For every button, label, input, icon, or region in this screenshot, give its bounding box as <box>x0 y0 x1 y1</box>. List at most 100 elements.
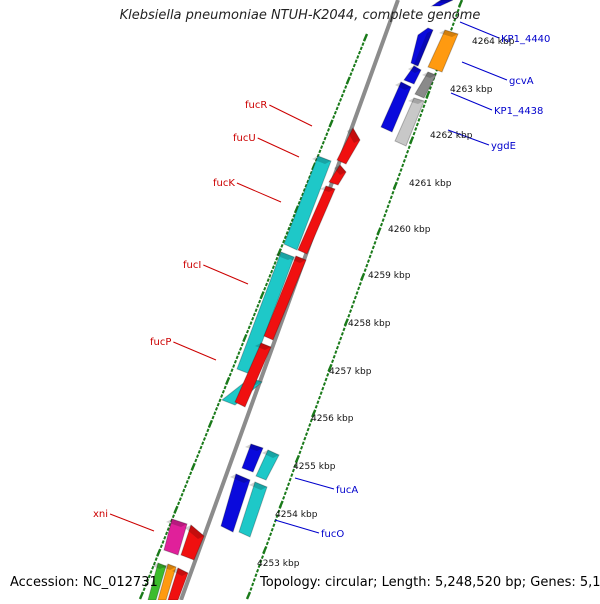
gene-ygde <box>394 97 425 147</box>
scale-tick <box>354 59 358 64</box>
scale-tick <box>252 577 256 582</box>
gene-fucp-red <box>234 342 272 408</box>
scale-tick <box>355 291 359 295</box>
scale-tick <box>256 304 260 308</box>
gene-xni-shade <box>166 519 187 527</box>
scale-tick <box>257 564 261 569</box>
leader-line <box>269 104 313 127</box>
scale-tick <box>297 201 301 205</box>
scale-tick <box>259 295 263 300</box>
scale-tick <box>164 531 169 536</box>
scale-tick <box>419 113 423 118</box>
gene-ygde-shade <box>408 98 424 104</box>
gene-label: ygdE <box>491 141 516 152</box>
leader-line <box>173 341 217 361</box>
scale-tick <box>414 127 418 131</box>
scale-tick <box>311 414 315 418</box>
scale-tick <box>347 313 351 318</box>
scale-label: 4254 kbp <box>275 510 318 520</box>
scale-tick <box>194 458 198 463</box>
gene-label: KP1_4440 <box>501 34 550 45</box>
scale-tick <box>308 175 312 180</box>
scale-tick <box>249 321 253 325</box>
scale-tick <box>311 166 315 171</box>
leader-line <box>203 264 249 285</box>
scale-tick <box>280 243 284 248</box>
scale-tick <box>323 136 327 141</box>
gene-small-blue-shade <box>408 66 421 73</box>
scale-tick <box>144 583 148 587</box>
scale-tick <box>182 488 186 493</box>
gene-fuck-red <box>297 185 336 255</box>
scale-tick <box>366 259 370 263</box>
scale-tick <box>211 415 215 420</box>
scale-tick <box>251 316 255 321</box>
scale-tick <box>216 402 220 407</box>
scale-tick <box>252 312 256 317</box>
gene-fuci-red-shade <box>290 256 306 263</box>
scale-tick <box>142 587 146 592</box>
gene-kp1-4438 <box>414 71 437 99</box>
scale-tick <box>342 89 346 94</box>
scale-tick <box>245 329 250 334</box>
scale-tick <box>146 578 150 583</box>
scale-tick <box>397 172 401 177</box>
scale-label: 4255 kbp <box>293 462 336 472</box>
scale-tick <box>327 368 331 373</box>
scale-tick <box>309 418 313 423</box>
scale-tick <box>363 37 367 42</box>
scale-tick <box>147 574 151 579</box>
scale-tick <box>386 204 390 209</box>
scale-tick <box>300 445 304 450</box>
leader-line <box>461 61 508 81</box>
scale-tick <box>269 532 273 537</box>
gene-fuck-shade <box>312 156 331 164</box>
scale-tick <box>404 154 408 159</box>
gene-label: fucA <box>336 485 358 496</box>
gene-fuci-red <box>263 255 307 341</box>
gene-fuck-red-shade <box>320 186 335 192</box>
scale-tick <box>304 183 308 188</box>
scale-tick <box>254 573 258 578</box>
gene-label: fucO <box>321 529 344 540</box>
scale-tick <box>258 299 262 304</box>
scale-tick <box>353 295 357 300</box>
scale-tick <box>235 355 239 360</box>
gene-label: KP1_4438 <box>494 106 543 117</box>
scale-tick <box>412 131 416 136</box>
scale-tick <box>190 467 194 471</box>
scale-tick <box>333 110 337 115</box>
leader-line <box>294 477 335 490</box>
scale-tick <box>348 309 353 314</box>
scale-tick <box>149 570 153 574</box>
scale-tick <box>339 336 343 341</box>
scale-tick <box>251 582 255 587</box>
scale-label: 4257 kbp <box>329 367 372 377</box>
scale-tick <box>320 145 324 149</box>
scale-label: 4260 kbp <box>388 225 431 235</box>
scale-tick <box>163 535 167 540</box>
scale-tick <box>233 359 237 364</box>
scale-tick <box>152 561 156 566</box>
leader-line <box>459 21 500 39</box>
gene-fucu-shade <box>334 165 346 175</box>
scale-tick <box>166 527 170 531</box>
scale-tick <box>425 95 429 100</box>
scale-tick <box>272 523 276 528</box>
scale-tick <box>332 354 336 359</box>
scale-tick <box>321 386 325 391</box>
scale-labels: 4264 kbp 4263 kbp 4262 kbp 4261 kbp 4260 kbp… <box>257 37 515 569</box>
scale-tick <box>383 213 387 218</box>
scale-tick <box>339 98 343 102</box>
scale-tick <box>291 468 295 473</box>
gene-gcva <box>427 29 459 73</box>
scale-tick <box>415 122 419 127</box>
scale-tick <box>295 459 299 464</box>
gene-features <box>147 0 459 601</box>
scale-tick <box>335 345 339 350</box>
scale-tick <box>344 322 348 327</box>
scale-tick <box>322 382 326 386</box>
leader-line <box>236 182 282 203</box>
